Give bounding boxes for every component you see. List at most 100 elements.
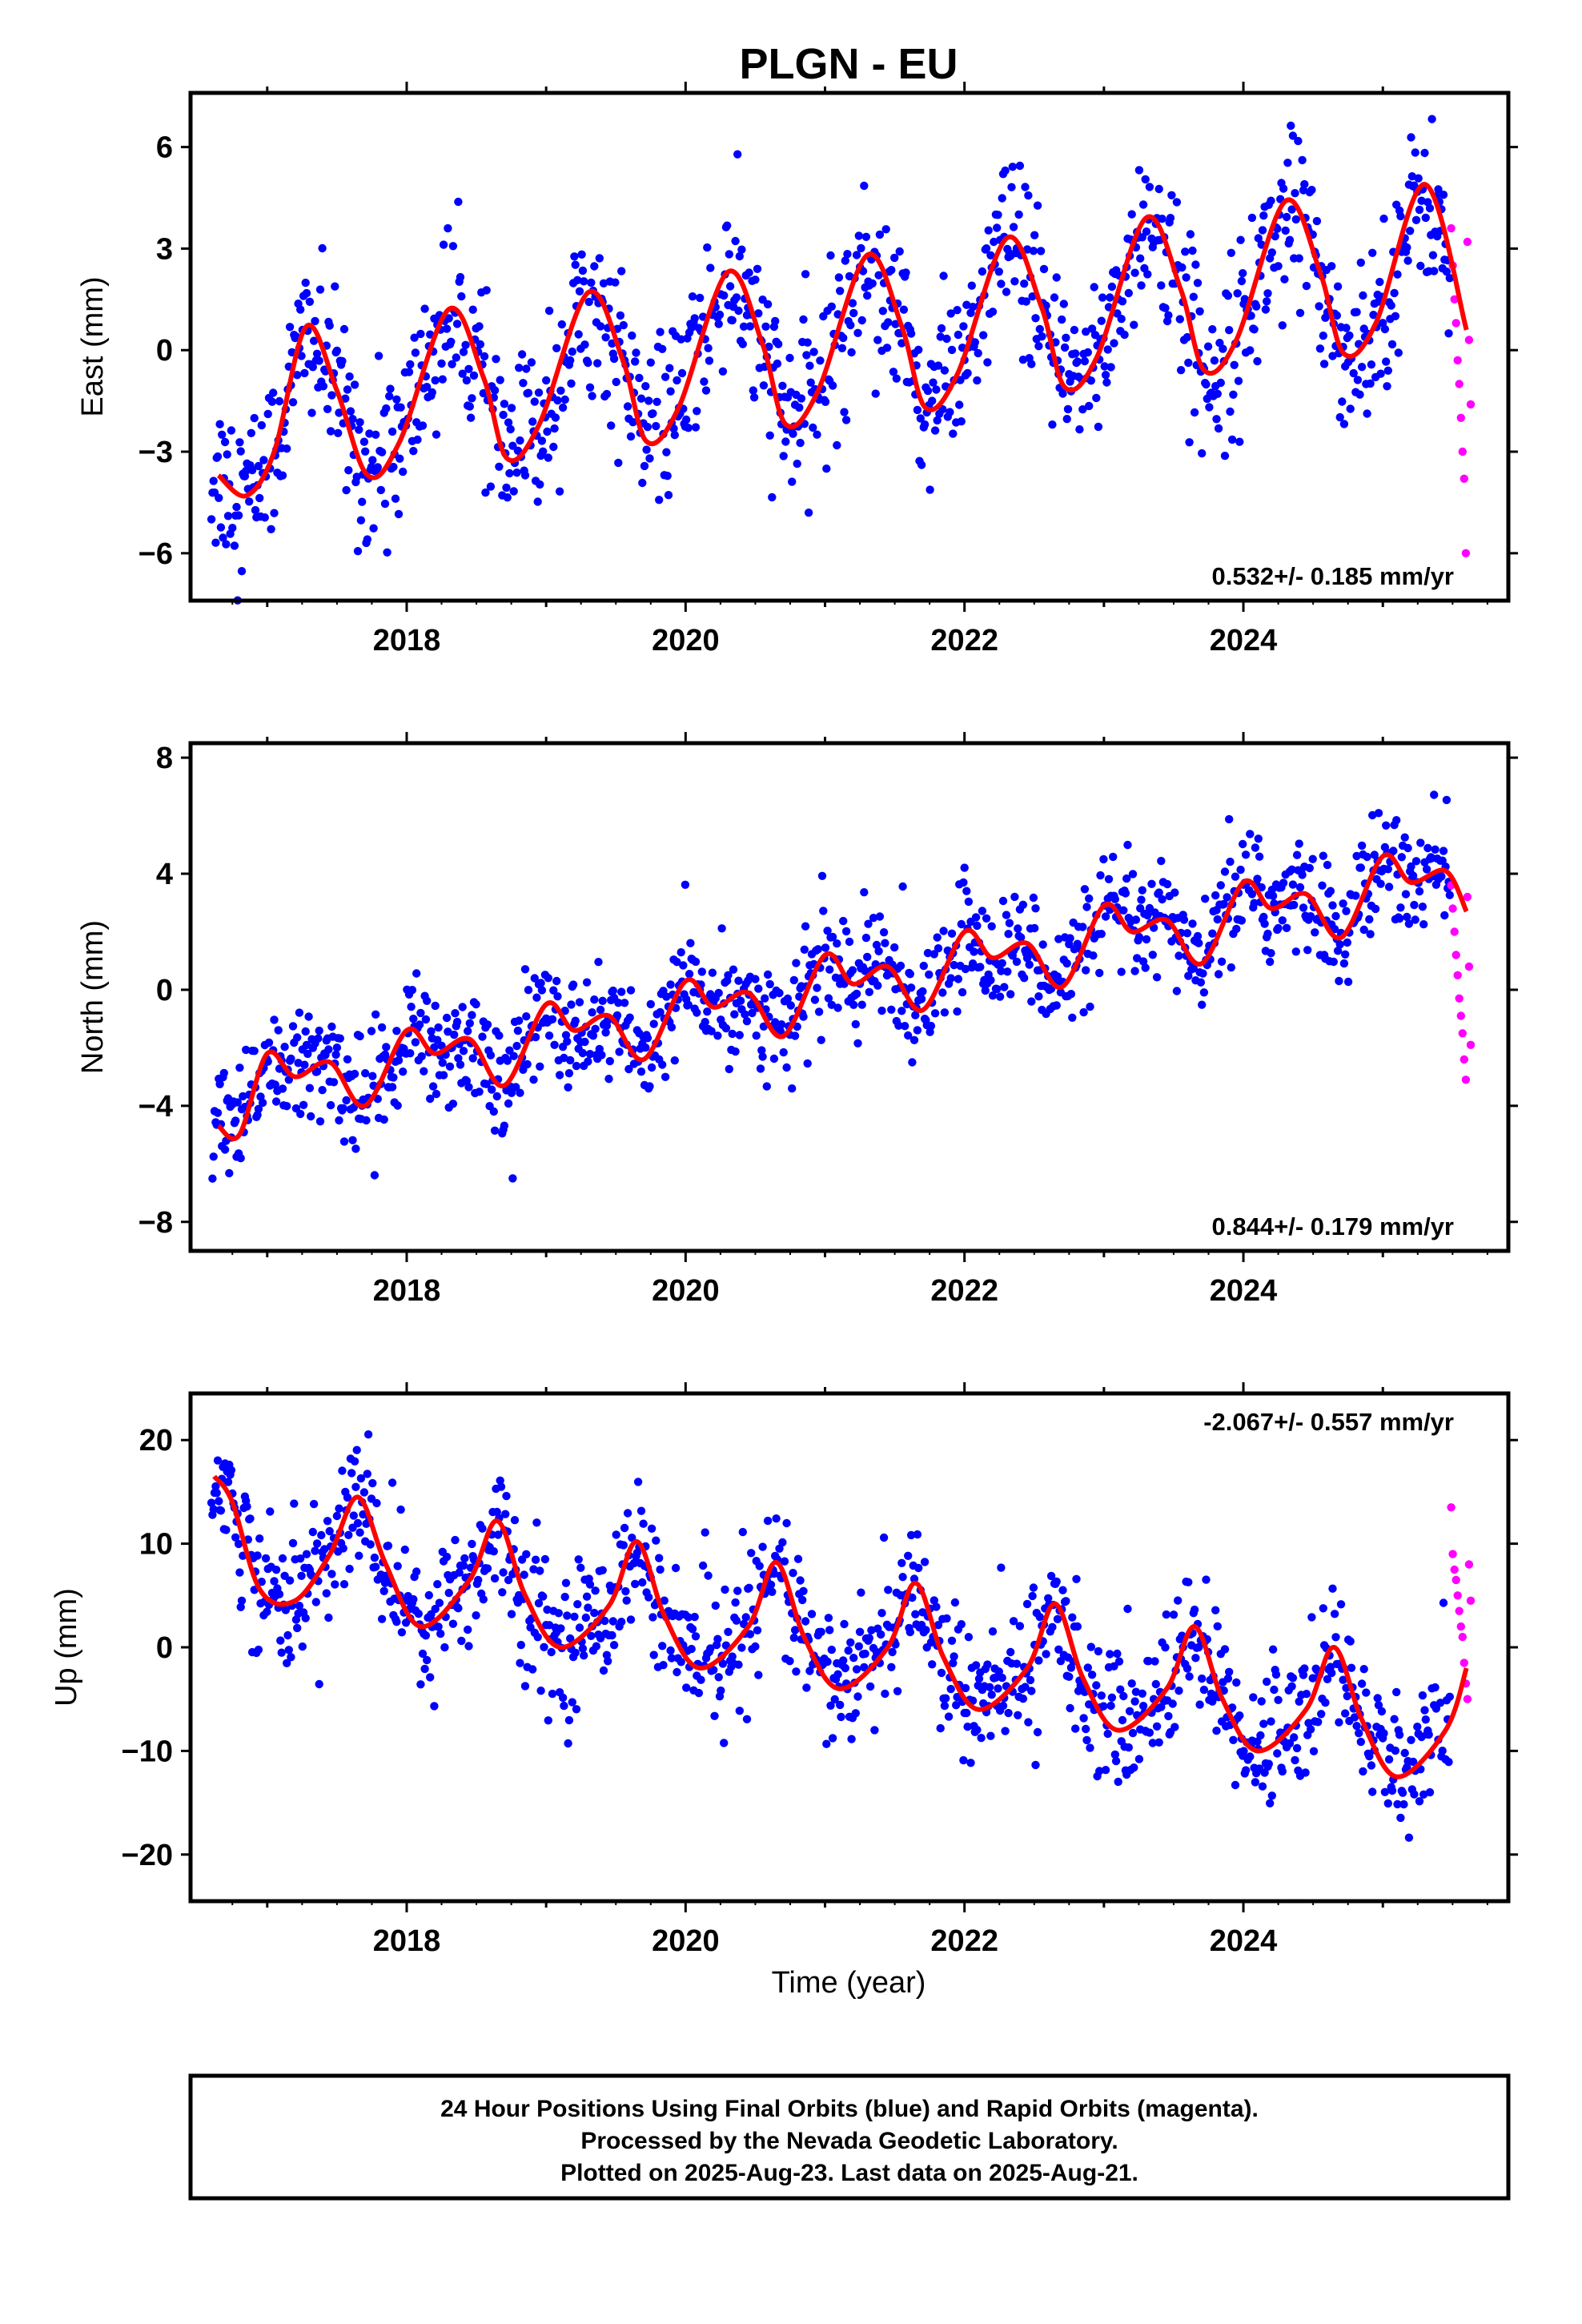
up-final-point [435, 1598, 444, 1607]
north-final-point [620, 999, 629, 1007]
up-final-point [1396, 1813, 1405, 1823]
east-final-point [376, 485, 385, 495]
up-final-point [713, 1634, 722, 1643]
east-final-point [691, 423, 701, 432]
east-final-point [617, 267, 626, 275]
up-final-point [414, 1609, 423, 1618]
east-final-point [599, 279, 608, 287]
north-final-point [553, 992, 562, 1001]
north-x-tick-label: 2020 [652, 1274, 720, 1308]
east-final-point [536, 480, 544, 489]
north-final-point [423, 996, 432, 1006]
north-final-point [563, 1037, 572, 1046]
north-final-point [299, 1100, 308, 1110]
up-final-point [574, 1555, 583, 1564]
up-final-point [1287, 1682, 1296, 1691]
east-final-point [1188, 246, 1197, 255]
north-final-point [735, 1031, 744, 1039]
east-final-point [213, 452, 223, 461]
east-final-point [816, 356, 825, 365]
up-final-point [937, 1668, 946, 1678]
north-final-point [568, 980, 578, 989]
east-final-point [267, 397, 277, 406]
north-final-point [1006, 990, 1015, 999]
north-final-point [777, 1020, 786, 1029]
east-final-point [300, 368, 309, 378]
up-final-point [529, 1565, 538, 1574]
east-final-point [1157, 281, 1166, 290]
north-final-point [335, 1034, 344, 1043]
north-final-point [799, 1012, 808, 1021]
east-final-point [1279, 184, 1288, 193]
up-final-point [710, 1711, 719, 1720]
east-final-point [513, 446, 523, 455]
up-final-point [977, 1734, 986, 1743]
east-final-point [1291, 189, 1299, 198]
up-final-point [544, 1716, 552, 1725]
east-final-point [663, 472, 672, 480]
up-final-point [483, 1564, 492, 1573]
east-final-point [1185, 438, 1194, 447]
east-final-point [432, 430, 441, 439]
up-final-point [371, 1562, 380, 1571]
north-final-point [917, 995, 926, 1003]
north-final-point [520, 965, 530, 974]
north-final-point [833, 939, 841, 948]
up-final-point [423, 1655, 432, 1665]
east-final-point [1263, 297, 1271, 306]
east-final-point [500, 400, 509, 408]
north-final-point [1010, 892, 1019, 902]
east-final-point [1357, 363, 1367, 372]
east-final-point [1278, 321, 1287, 330]
east-final-point [1410, 181, 1419, 190]
north-final-point [865, 987, 874, 997]
east-final-point [410, 333, 419, 342]
east-final-point [448, 360, 456, 368]
up-final-point [930, 1596, 939, 1605]
north-final-point [1236, 865, 1245, 875]
east-final-point [439, 240, 448, 249]
east-final-point [413, 435, 422, 444]
north-final-point [1335, 976, 1343, 986]
north-final-point [564, 1083, 572, 1092]
north-final-point [1430, 790, 1439, 799]
east-final-point [1087, 324, 1097, 333]
north-final-point [1290, 900, 1299, 910]
up-final-point [322, 1589, 331, 1598]
north-final-point [515, 1016, 524, 1025]
up-final-point [964, 1633, 974, 1642]
east-final-point [1295, 308, 1305, 317]
east-final-point [684, 424, 693, 432]
north-final-point [415, 1020, 424, 1029]
north-rapid-point [1461, 1076, 1471, 1084]
north-final-point [465, 1019, 474, 1028]
up-final-point [629, 1558, 639, 1568]
north-final-point [1303, 946, 1312, 955]
north-final-point [411, 1038, 420, 1047]
east-rapid-point [1452, 319, 1460, 328]
north-rapid-point [1456, 1011, 1466, 1020]
up-final-point [1343, 1691, 1352, 1701]
up-final-point [1042, 1650, 1050, 1659]
east-final-point [409, 447, 418, 456]
up-final-point [728, 1652, 737, 1661]
east-final-point [219, 533, 227, 542]
up-final-point [490, 1574, 500, 1583]
north-final-point [522, 1012, 531, 1021]
up-final-point [281, 1606, 291, 1614]
north-final-point [1411, 915, 1419, 924]
up-final-point [1435, 1699, 1445, 1707]
north-final-point [1017, 933, 1026, 942]
east-final-point [566, 356, 575, 365]
up-final-point [501, 1510, 510, 1518]
up-final-point [1390, 1715, 1399, 1723]
east-final-point [778, 381, 787, 390]
up-final-point [932, 1602, 941, 1611]
up-final-point [600, 1616, 609, 1626]
east-final-point [734, 306, 743, 316]
east-final-point [848, 299, 857, 308]
east-rapid-points [1447, 223, 1476, 557]
east-final-point [1106, 293, 1114, 302]
east-final-point [737, 245, 746, 254]
east-final-point [852, 251, 861, 259]
